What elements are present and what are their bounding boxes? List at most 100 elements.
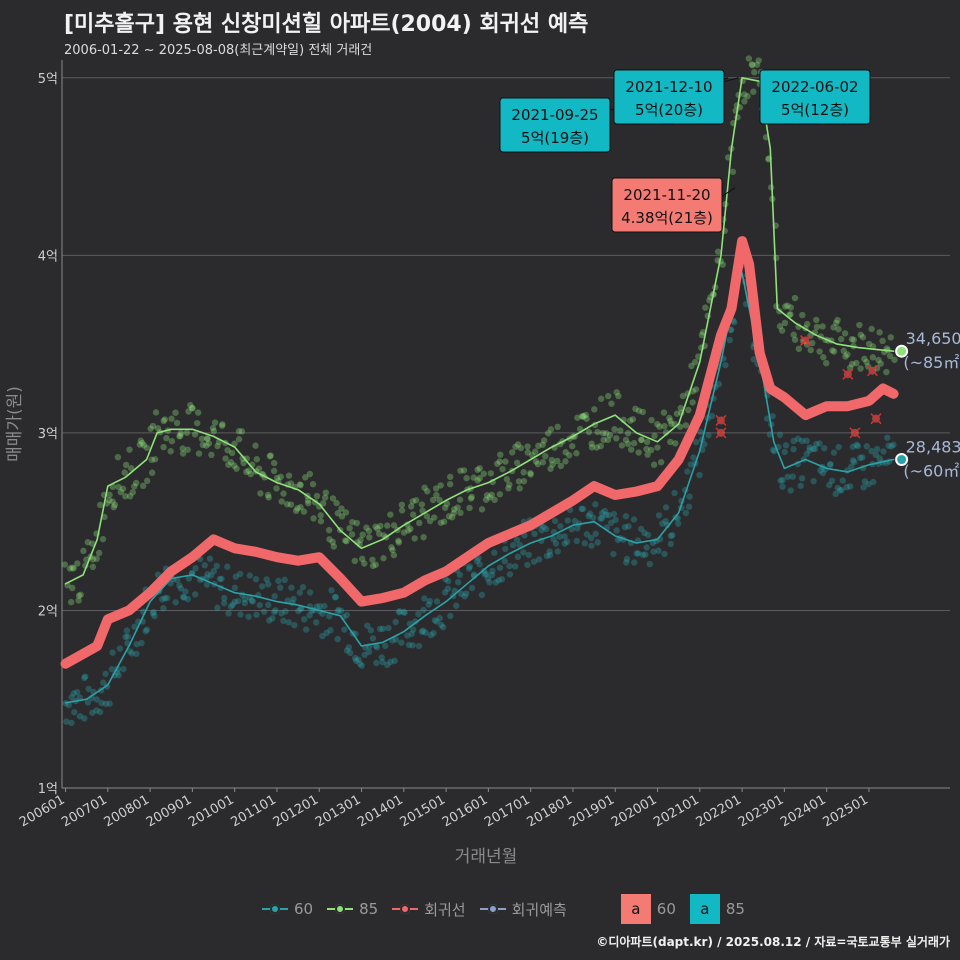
outlier-cross [849,427,861,439]
transaction-point [480,567,488,575]
transaction-point [741,91,748,98]
transaction-point [100,679,107,686]
transaction-point [228,449,236,457]
transaction-point [506,481,513,488]
transaction-point [554,423,561,431]
transaction-point [184,446,191,453]
transaction-point [624,440,632,448]
transaction-point [240,459,247,467]
transaction-point [483,492,491,499]
transaction-point [607,519,615,527]
transaction-point [487,470,495,477]
transaction-point [540,523,547,530]
transaction-point [655,512,663,519]
transaction-point [68,719,75,727]
transaction-point [267,452,274,459]
transaction-point [548,456,555,464]
transaction-point [285,472,293,479]
transaction-point [388,544,395,551]
transaction-point [287,501,295,508]
transaction-point [532,448,539,455]
transaction-point [110,503,117,511]
annotation-box [613,69,725,125]
transaction-point [191,591,199,598]
transaction-point [466,504,473,512]
transaction-point [327,626,334,634]
transaction-point [863,443,870,450]
transaction-point [363,524,370,531]
transaction-point [148,469,156,476]
transaction-point [744,92,751,100]
transaction-point [119,485,127,492]
transaction-point [608,400,615,407]
transaction-point [185,575,193,582]
transaction-point [888,443,895,450]
transaction-point [89,709,96,716]
transaction-point [635,407,643,414]
transaction-point [524,443,531,450]
transaction-point [631,559,638,566]
transaction-point [820,354,827,361]
transaction-point [846,483,854,490]
transaction-point [821,444,828,452]
transaction-point [865,340,873,348]
transaction-point [203,442,210,449]
transaction-point [163,434,170,442]
transaction-point [126,446,133,453]
transaction-point [527,469,534,477]
transaction-point [782,442,790,449]
transaction-point [355,656,362,663]
transaction-point [597,515,604,522]
outlier-cross [715,427,727,439]
transaction-point [861,478,869,485]
transaction-point [322,489,330,496]
transaction-point [687,461,694,468]
transaction-point [126,493,134,500]
transaction-point [437,519,445,526]
transaction-point [95,549,103,557]
transaction-point [790,437,797,445]
transaction-point [534,460,542,468]
transaction-point [854,442,862,450]
transaction-point [353,519,361,527]
transaction-point [341,626,348,633]
transaction-point [865,480,872,488]
transaction-point [657,459,665,466]
transaction-point [106,700,113,707]
transaction-point [689,399,696,406]
transaction-point [264,491,272,499]
transaction-point [476,465,483,472]
transaction-point [93,696,100,703]
transaction-point [412,497,420,504]
transaction-point [218,422,226,429]
transaction-point [353,657,360,664]
annotation-date: 2021-12-10 [625,78,712,96]
x-tick-label: 202501 [820,792,870,830]
transaction-point [745,55,753,62]
transaction-point [227,459,235,466]
transaction-point [161,416,169,423]
transaction-point [851,458,858,466]
transaction-point [690,454,697,461]
transaction-point [509,449,516,456]
transaction-point [549,461,556,468]
transaction-point [123,627,131,634]
transaction-point [784,473,791,480]
transaction-point [282,608,289,615]
transaction-point [214,604,221,612]
transaction-point [803,437,810,445]
transaction-point [748,61,756,68]
transaction-point [807,346,814,354]
transaction-point [525,551,533,559]
transaction-point [571,517,579,525]
transaction-point [266,452,274,460]
transaction-point [374,525,381,532]
transaction-point [599,429,607,437]
transaction-point [569,442,576,450]
transaction-point [629,416,637,423]
transaction-point [188,404,196,412]
x-tick-label: 201001 [186,792,236,830]
transaction-point [431,514,438,521]
transaction-point [323,629,330,637]
transaction-point [502,458,509,465]
